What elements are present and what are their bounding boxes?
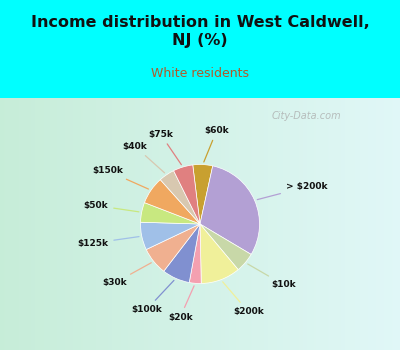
Wedge shape (200, 224, 251, 270)
Text: City-Data.com: City-Data.com (272, 111, 342, 121)
Text: $10k: $10k (248, 264, 296, 289)
Wedge shape (140, 222, 200, 250)
Wedge shape (193, 164, 213, 224)
Text: $75k: $75k (148, 130, 181, 165)
Wedge shape (146, 224, 200, 271)
Wedge shape (200, 224, 238, 284)
Text: $30k: $30k (102, 263, 151, 287)
Text: Income distribution in West Caldwell,
NJ (%): Income distribution in West Caldwell, NJ… (31, 15, 369, 48)
Text: $125k: $125k (77, 237, 139, 248)
Wedge shape (164, 224, 200, 282)
Text: $40k: $40k (123, 142, 164, 173)
Wedge shape (189, 224, 201, 284)
Wedge shape (174, 165, 200, 224)
Text: > $200k: > $200k (257, 182, 327, 199)
Text: $200k: $200k (223, 282, 264, 316)
Text: $50k: $50k (84, 201, 139, 212)
Text: White residents: White residents (151, 67, 249, 80)
Wedge shape (200, 166, 260, 254)
Text: $20k: $20k (168, 286, 194, 322)
Text: $60k: $60k (204, 126, 229, 162)
Wedge shape (144, 180, 200, 224)
Wedge shape (140, 203, 200, 224)
Text: $150k: $150k (92, 166, 148, 189)
Text: $100k: $100k (131, 280, 174, 314)
Wedge shape (160, 171, 200, 224)
